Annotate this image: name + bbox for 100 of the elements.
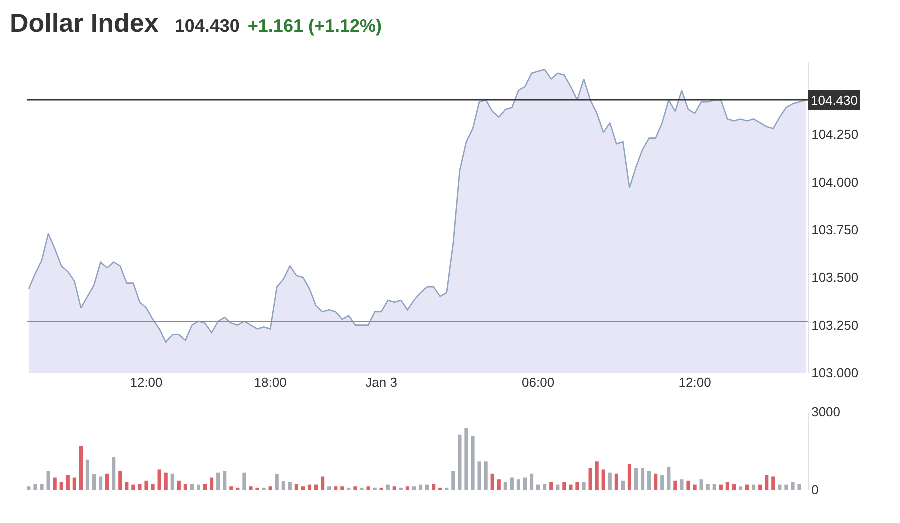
y-tick-label: 3000: [812, 404, 841, 420]
bar: [328, 486, 332, 490]
bar: [628, 464, 632, 490]
bar: [510, 478, 514, 490]
bar: [158, 470, 162, 490]
bar: [106, 474, 110, 490]
bar: [478, 462, 482, 490]
y-tick-label: 103.250: [812, 318, 859, 333]
bar: [640, 468, 645, 490]
bar: [798, 484, 802, 490]
bar: [53, 478, 57, 490]
bar: [86, 460, 90, 490]
bar: [92, 474, 96, 490]
bar: [693, 484, 697, 490]
bar: [138, 484, 142, 490]
bar: [516, 480, 521, 490]
bar: [765, 475, 769, 490]
bar: [497, 480, 501, 490]
bar: [288, 482, 292, 490]
bar: [634, 468, 638, 490]
y-tick-label: 103.000: [812, 366, 859, 381]
bar: [412, 486, 416, 490]
bar: [674, 480, 678, 490]
chart-subtitle: 104.430: [174, 16, 240, 36]
bar: [452, 471, 456, 490]
bar: [556, 484, 560, 490]
bar: [614, 474, 618, 490]
bar: [321, 476, 325, 490]
x-tick-label: 12:00: [678, 375, 712, 390]
bar: [282, 481, 286, 490]
text: +1.161 (+1.12%): [248, 16, 382, 36]
bar: [458, 434, 462, 490]
bar: [203, 484, 208, 490]
bar: [680, 480, 684, 490]
bar: [732, 484, 736, 490]
bar: [576, 482, 580, 490]
bar: [34, 484, 38, 490]
bar: [334, 486, 338, 490]
bar: [621, 480, 625, 490]
bar: [582, 482, 586, 490]
bar: [210, 478, 214, 490]
bar: [308, 484, 312, 490]
bar: [530, 474, 534, 490]
chart-title: Dollar Index: [10, 8, 159, 38]
bar: [223, 471, 227, 490]
bar: [249, 486, 253, 490]
bar: [242, 472, 246, 490]
bar: [354, 486, 358, 490]
bar: [778, 484, 782, 490]
bar: [686, 480, 690, 490]
y-tick-label: 0: [812, 482, 819, 498]
bar: [216, 472, 220, 490]
bar: [27, 486, 31, 490]
bar: [595, 462, 599, 490]
bar: [230, 486, 234, 490]
bar: [170, 474, 174, 490]
bar: [340, 486, 344, 490]
bar: [132, 484, 136, 490]
bar: [72, 478, 76, 490]
bar: [164, 472, 168, 490]
bar: [144, 480, 148, 490]
bar: [550, 482, 554, 490]
bar: [184, 484, 188, 490]
bar: [660, 475, 664, 490]
bar: [118, 471, 122, 490]
bar: [392, 486, 396, 490]
y-tick-label: 103.500: [812, 270, 859, 286]
y-tick-label: 104.250: [812, 127, 859, 142]
bar: [426, 484, 430, 490]
ref-line-label: 104.430: [811, 93, 858, 108]
bar: [386, 484, 390, 490]
bar: [543, 484, 547, 490]
bar: [464, 428, 468, 490]
bar: [177, 480, 181, 490]
bar: [569, 484, 573, 490]
bar: [40, 484, 44, 490]
bar: [719, 484, 723, 490]
bar: [504, 482, 508, 490]
bar: [648, 471, 652, 490]
bar: [588, 468, 592, 490]
bar: [700, 480, 704, 490]
bar: [712, 484, 716, 490]
bar: [112, 458, 116, 490]
bar: [196, 484, 201, 490]
bar: [151, 484, 155, 490]
bar: [275, 474, 279, 490]
bar: [301, 486, 306, 490]
bar: [536, 484, 540, 490]
bar: [602, 470, 606, 490]
bar: [294, 484, 298, 490]
y-tick-label: 104.000: [812, 174, 859, 190]
bar: [366, 486, 370, 490]
bar: [758, 484, 762, 490]
bar: [791, 482, 795, 490]
bar: [418, 484, 423, 490]
bar: [471, 436, 475, 490]
bar: [432, 484, 436, 490]
bar: [706, 484, 710, 490]
bar: [79, 446, 83, 490]
bar: [46, 471, 50, 490]
